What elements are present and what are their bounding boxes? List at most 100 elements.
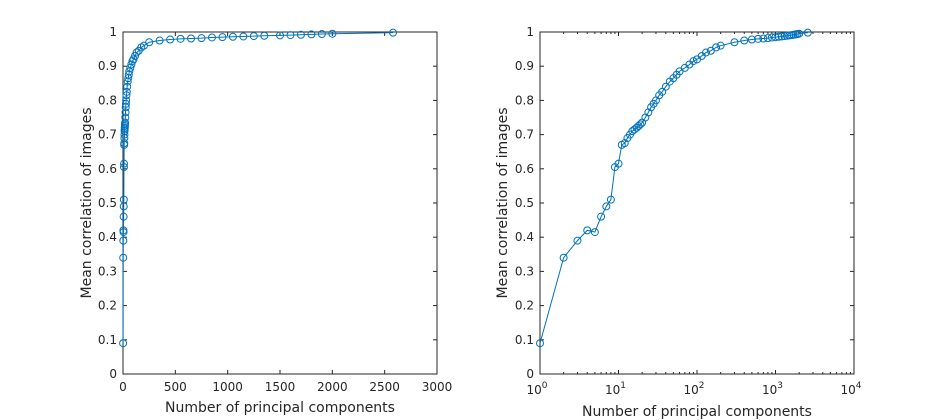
data-point-linear [317, 30, 326, 39]
x-tick-label-linear: 2500 [369, 380, 400, 394]
x-axis-label-log: Number of principal components [582, 404, 812, 420]
data-point-linear [197, 34, 206, 43]
data-point-log [712, 43, 721, 52]
data-point-linear [121, 118, 130, 127]
data-point-linear [119, 253, 128, 262]
x-tick-label-log: 101 [605, 381, 626, 397]
data-point-linear [228, 32, 237, 41]
series-line-log [539, 32, 808, 344]
data-point-linear [119, 195, 128, 204]
plot-area-linear [122, 31, 438, 375]
data-point-linear [166, 35, 175, 44]
data-point-log [597, 212, 606, 221]
data-point-linear [286, 31, 295, 40]
data-point-linear [296, 30, 305, 39]
data-point-linear [122, 91, 131, 100]
y-tick-label-log: 0.4 [515, 230, 534, 244]
data-point-log [583, 226, 592, 235]
x-tick-label-linear: 1000 [212, 380, 243, 394]
y-tick-label-linear: 1 [109, 25, 117, 39]
x-tick-label-linear: 1500 [265, 380, 296, 394]
data-point-linear [119, 163, 128, 172]
data-point-linear [119, 228, 128, 237]
data-point-linear [328, 29, 337, 38]
data-point-log [759, 34, 768, 43]
series-line-linear [122, 32, 394, 344]
data-point-linear [260, 31, 269, 40]
data-point-linear [155, 36, 164, 45]
x-tick-label-log: 102 [683, 381, 704, 397]
data-point-log [716, 41, 725, 50]
y-tick-label-log: 1 [526, 25, 534, 39]
y-tick-label-linear: 0.9 [98, 59, 117, 73]
y-axis-label-log: Mean correlation of images [495, 107, 511, 298]
data-point-log [636, 120, 645, 129]
y-axis-label-linear: Mean correlation of images [79, 107, 95, 298]
y-tick-label-linear: 0.8 [98, 93, 117, 107]
y-tick-label-log: 0.9 [515, 59, 534, 73]
data-point-log [747, 35, 756, 44]
data-point-log [590, 228, 599, 237]
data-point-linear [307, 30, 316, 39]
data-point-log [777, 32, 786, 41]
y-tick-label-log: 0.8 [515, 93, 534, 107]
y-tick-label-log: 0.7 [515, 128, 534, 142]
data-point-linear [119, 236, 128, 245]
data-point-log [774, 32, 783, 41]
plot-area-log [539, 31, 855, 375]
y-tick-label-log: 0.1 [515, 333, 534, 347]
data-point-log [771, 33, 780, 42]
x-tick-label-log: 100 [526, 381, 547, 397]
x-tick-label-log: 103 [762, 381, 783, 397]
data-point-log [803, 28, 812, 37]
data-point-log [730, 38, 739, 47]
data-point-log [763, 34, 772, 43]
chart-log: Number of principal components Mean corr… [495, 25, 862, 420]
data-point-linear [121, 113, 130, 122]
data-point-log [795, 29, 804, 38]
data-point-log [661, 82, 670, 91]
y-tick-label-linear: 0.3 [98, 264, 117, 278]
data-point-log [614, 159, 623, 168]
y-tick-label-log: 0.5 [515, 196, 534, 210]
x-tick-label-linear: 0 [119, 380, 127, 394]
y-tick-label-linear: 0 [109, 367, 117, 381]
x-tick-label-linear: 3000 [422, 380, 453, 394]
data-point-log [573, 236, 582, 245]
y-tick-label-linear: 0.7 [98, 128, 117, 142]
y-tick-label-log: 0.3 [515, 264, 534, 278]
data-point-linear [249, 32, 258, 41]
data-point-linear [239, 32, 248, 41]
data-point-linear [123, 82, 132, 91]
data-point-log [754, 34, 763, 43]
data-point-log [740, 36, 749, 45]
data-point-linear [128, 57, 137, 66]
data-point-linear [176, 34, 185, 43]
y-tick-label-linear: 0.6 [98, 162, 117, 176]
data-point-linear [145, 38, 154, 47]
data-point-linear [122, 87, 131, 96]
data-point-log [536, 339, 544, 348]
data-point-log [559, 253, 568, 262]
data-point-log [602, 202, 611, 211]
data-point-linear [218, 33, 227, 42]
x-tick-label-linear: 500 [164, 380, 187, 394]
data-point-linear [207, 33, 216, 42]
y-tick-label-linear: 0.1 [98, 333, 117, 347]
y-tick-label-linear: 0.2 [98, 299, 117, 313]
data-point-linear [187, 34, 196, 43]
x-tick-label-log: 104 [840, 381, 861, 397]
data-point-linear [120, 139, 129, 148]
data-point-linear [122, 96, 131, 105]
chart-linear: Number of principal components Mean corr… [79, 25, 452, 416]
data-point-linear [276, 31, 284, 40]
y-tick-label-log: 0 [526, 367, 534, 381]
data-point-linear [119, 212, 128, 221]
data-point-linear [127, 60, 136, 69]
data-point-linear [119, 339, 128, 348]
y-tick-label-linear: 0.4 [98, 230, 117, 244]
data-point-linear [132, 48, 141, 57]
x-axis-label-linear: Number of principal components [165, 400, 395, 416]
y-tick-label-log: 0.6 [515, 162, 534, 176]
